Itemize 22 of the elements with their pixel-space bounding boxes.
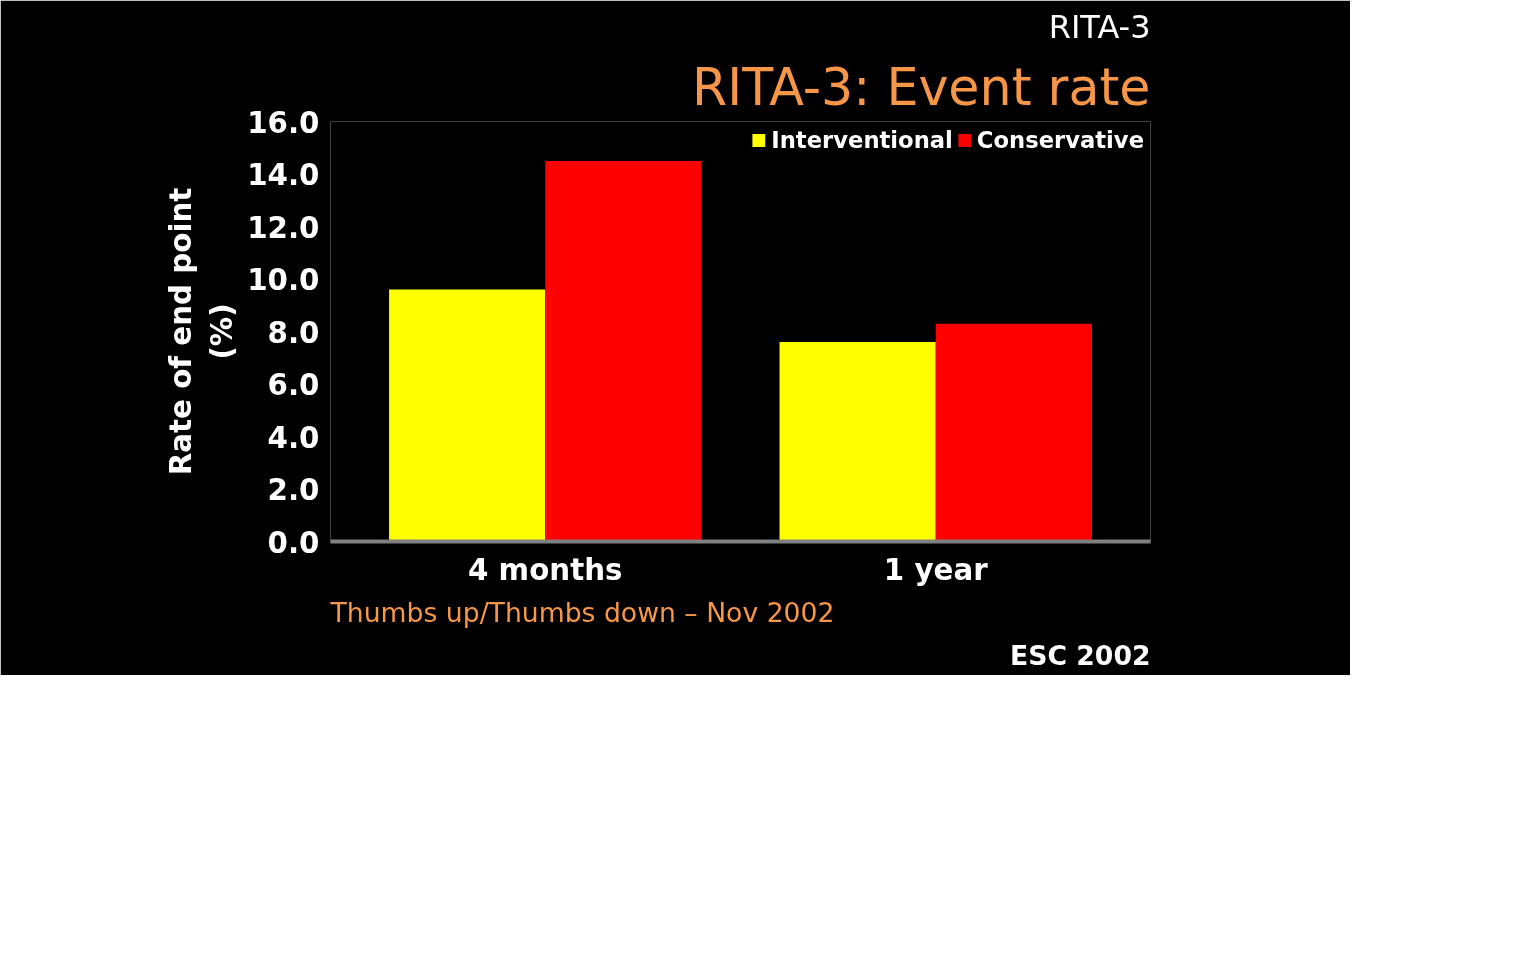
y-tick-label: 2.0 <box>267 473 320 507</box>
bar <box>389 289 546 542</box>
y-tick-label: 8.0 <box>267 315 320 350</box>
x-tick-label: 1 year <box>883 552 989 587</box>
x-tick-label: 4 months <box>467 552 623 587</box>
bar <box>779 342 936 542</box>
y-tick-label: 12.0 <box>247 210 320 245</box>
y-tick-label: 0.0 <box>267 525 320 560</box>
text: RITA-3 <box>1048 7 1151 46</box>
bar <box>545 160 702 542</box>
y-tick-label: 10.0 <box>247 263 320 297</box>
y-tick-label: 16.0 <box>247 105 320 140</box>
chart-title: RITA-3: Event rate <box>692 57 1151 117</box>
text: Thumbs up/Thumbs down – Nov 2002 <box>329 596 835 628</box>
y-axis-title: Rate of end point (%) <box>164 187 240 476</box>
legend-label: Interventional <box>771 127 953 153</box>
y-tick-label: 6.0 <box>267 368 320 402</box>
text: ESC 2002 <box>1010 639 1151 671</box>
legend-label: Conservative <box>976 127 1144 153</box>
bar <box>935 323 1092 542</box>
y-tick-label: 14.0 <box>247 158 320 192</box>
y-tick-label: 4.0 <box>267 420 320 455</box>
